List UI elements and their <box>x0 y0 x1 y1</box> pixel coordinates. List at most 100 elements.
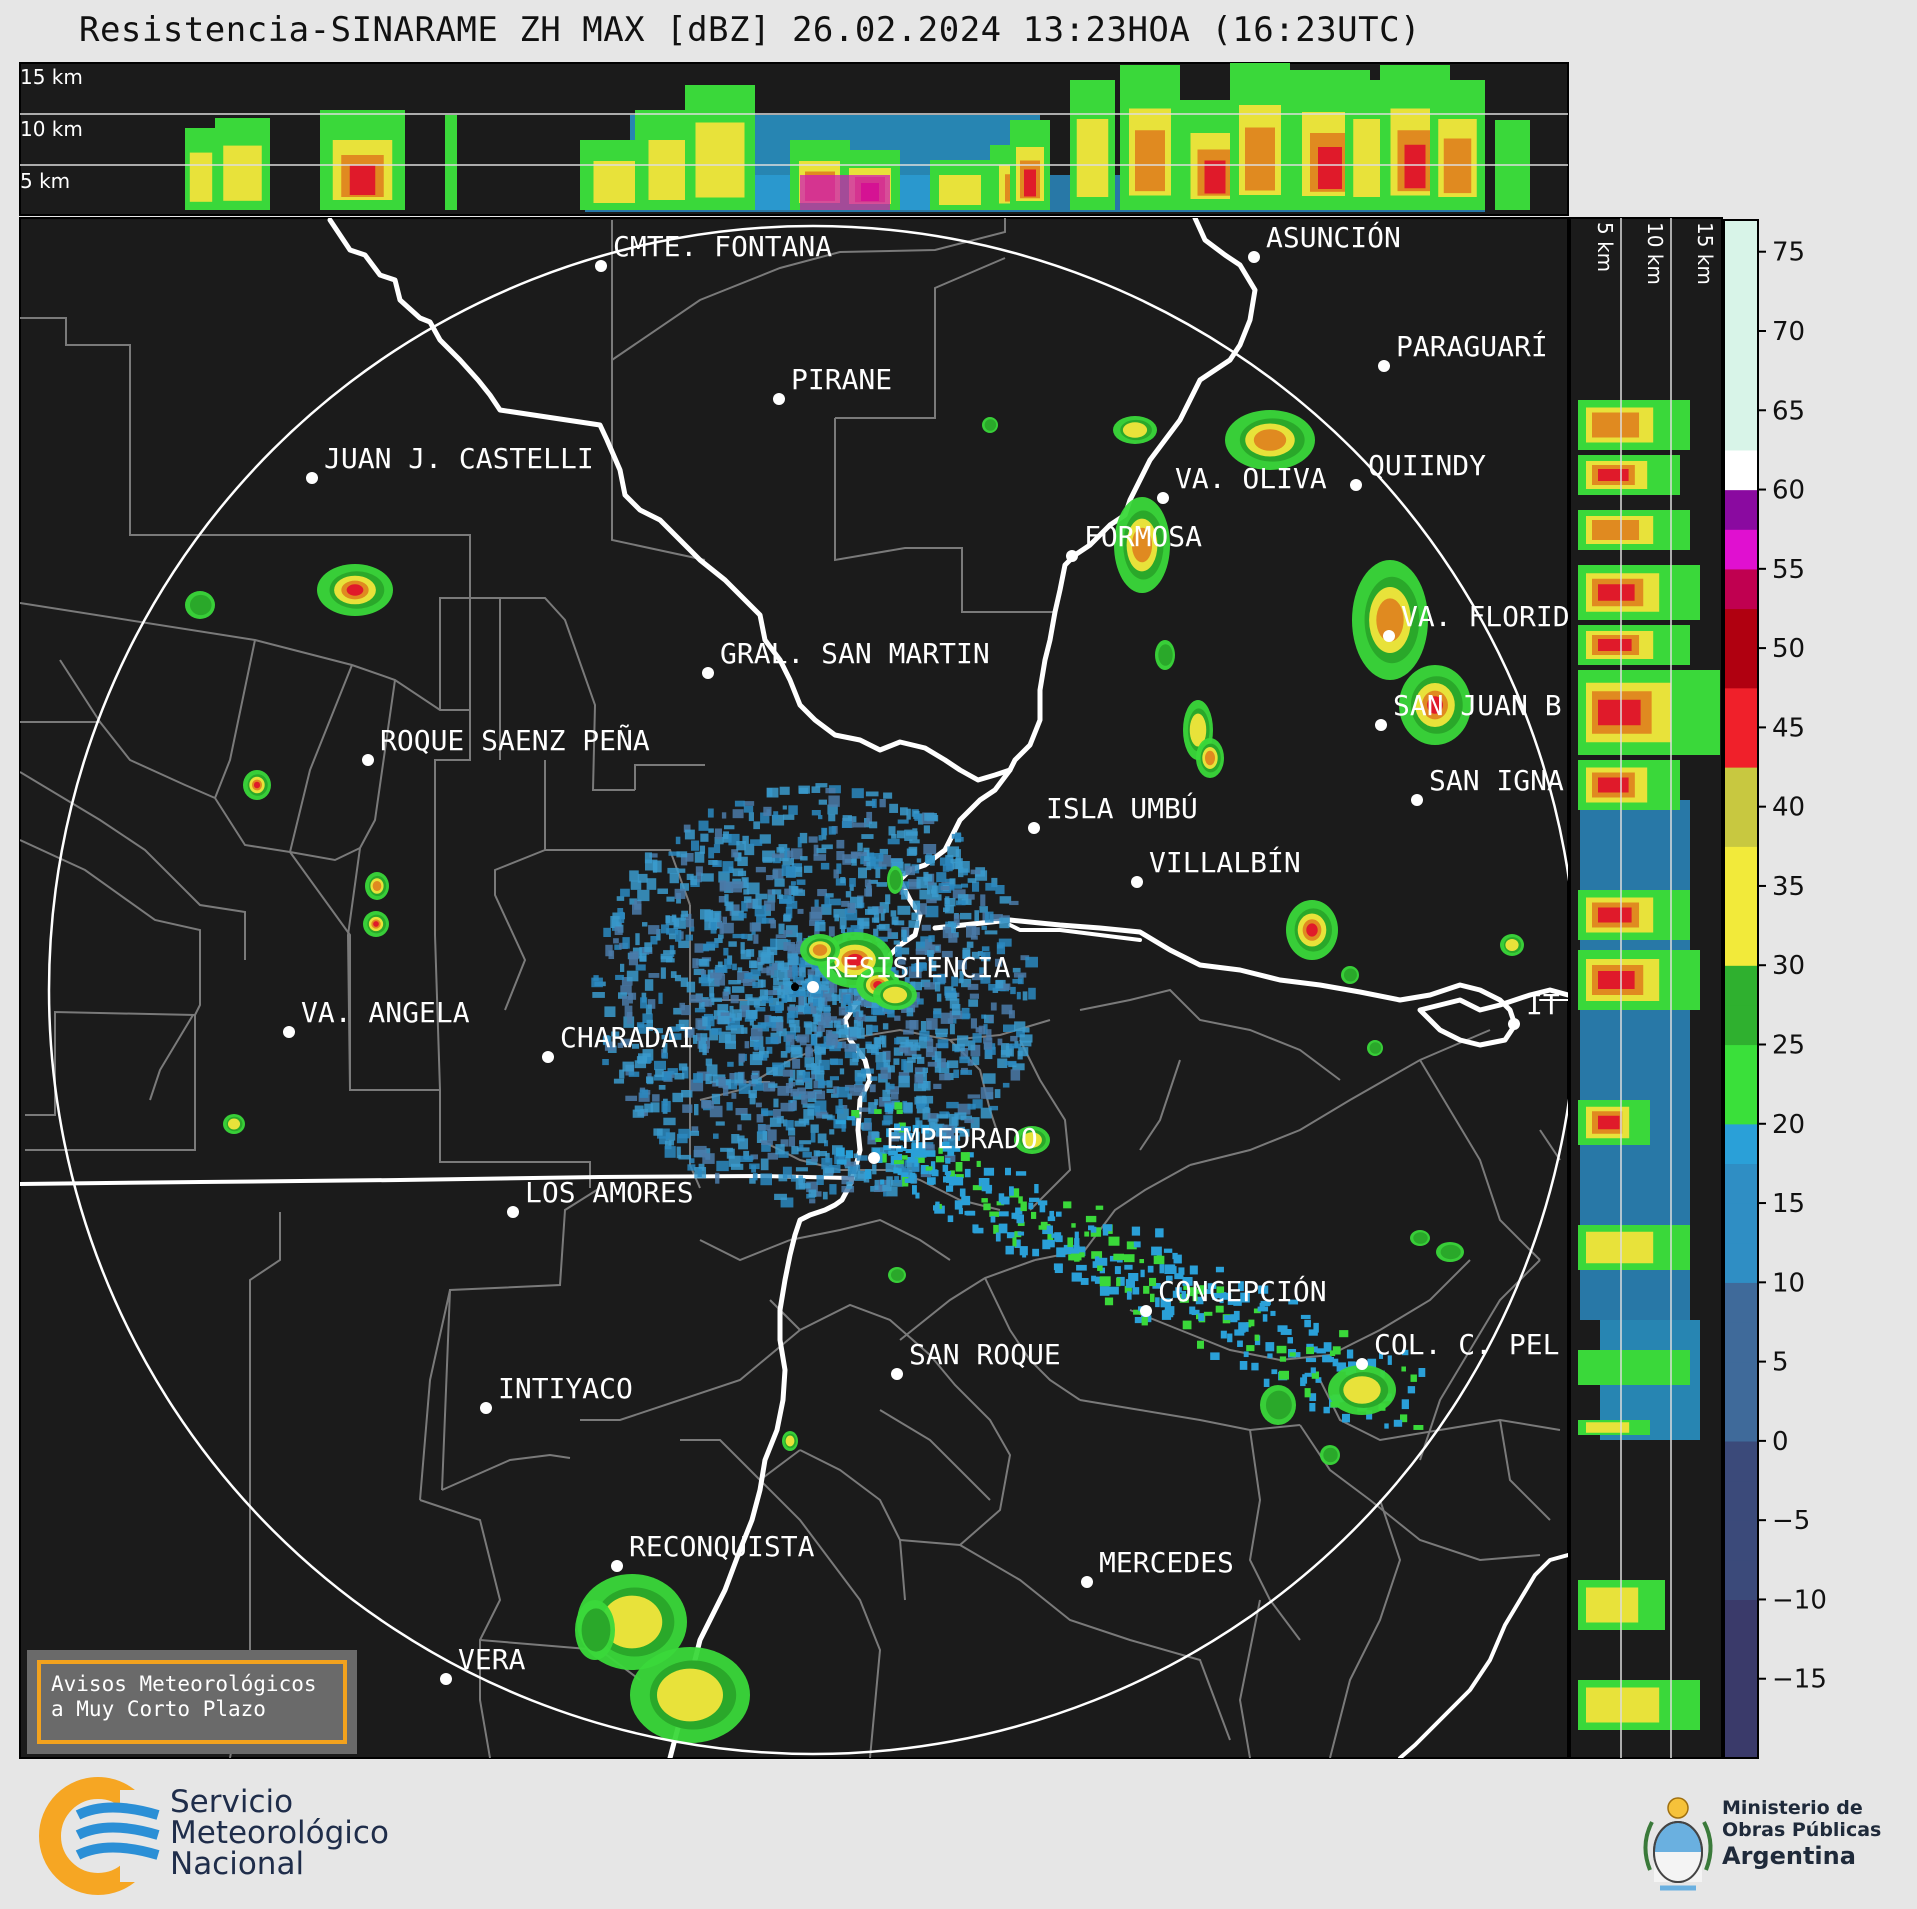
echo-pixel <box>885 894 891 905</box>
echo-pixel <box>718 934 724 939</box>
echo-pixel <box>845 891 852 898</box>
echo-pixel <box>959 970 964 983</box>
echo-pixel <box>655 1069 664 1078</box>
echo-pixel <box>912 828 918 840</box>
echo-pixel <box>1348 1361 1356 1371</box>
echo-pixel <box>842 1105 848 1110</box>
echo-pixel <box>894 1015 901 1021</box>
echo-pixel <box>738 913 747 919</box>
echo-pixel <box>747 933 753 941</box>
echo-pixel <box>1306 1346 1315 1355</box>
echo-pixel <box>700 833 709 842</box>
echo-pixel <box>995 980 1004 989</box>
echo-pixel <box>935 1156 944 1163</box>
colorbar-tick-label: 55 <box>1772 555 1805 585</box>
echo-pixel <box>661 1034 667 1040</box>
echo-pixel <box>916 858 922 863</box>
echo-pixel <box>926 1039 934 1049</box>
echo-pixel <box>742 979 756 986</box>
echo-pixel <box>815 1051 822 1064</box>
echo-pixel <box>610 916 621 928</box>
echo-pixel <box>905 831 918 836</box>
echo-pixel <box>870 853 884 862</box>
echo-pixel <box>805 1091 816 1099</box>
echo-pixel <box>887 1086 900 1095</box>
echo-pixel <box>817 1079 825 1089</box>
echo-pixel <box>692 958 699 969</box>
colorbar-band <box>1724 1044 1758 1085</box>
echo-pixel <box>827 994 840 1001</box>
echo-pixel <box>803 865 813 873</box>
colorbar-tick-label: 65 <box>1772 396 1805 426</box>
echo-pixel <box>882 1089 891 1102</box>
echo-pixel <box>766 947 778 956</box>
echo-pixel <box>671 914 677 922</box>
echo-pixel <box>923 871 929 882</box>
echo-pixel <box>783 983 794 995</box>
colorbar-tick-label: 0 <box>1772 1427 1789 1457</box>
echo-pixel <box>674 888 686 899</box>
echo-pixel <box>1251 1362 1259 1371</box>
colorbar-band <box>1724 1440 1758 1482</box>
echo-pixel <box>700 909 711 920</box>
echo-pixel <box>638 1024 648 1034</box>
echo-pixel <box>1132 1287 1140 1295</box>
echo-pixel <box>1056 1211 1062 1217</box>
city-dot <box>542 1051 554 1063</box>
echo-pixel <box>812 976 821 987</box>
echo-pixel <box>797 908 804 914</box>
echo-pixel <box>989 1105 999 1111</box>
echo-blob <box>601 1595 663 1649</box>
echo-pixel <box>879 1097 892 1107</box>
colorbar-tick-label: 50 <box>1772 634 1805 664</box>
echo-pixel <box>856 1155 868 1161</box>
echo-pixel <box>639 1089 649 1098</box>
echo-pixel <box>1336 1362 1347 1372</box>
echo-pixel <box>771 889 782 895</box>
echo-pixel <box>871 1002 883 1015</box>
echo-pixel <box>754 905 767 917</box>
echo-pixel <box>1116 1276 1125 1286</box>
echo-pixel <box>770 1085 776 1091</box>
echo-pixel <box>897 1168 902 1176</box>
echo-pixel <box>912 900 921 910</box>
echo-pixel <box>675 929 682 942</box>
avisos-line-1: Avisos Meteorológicos <box>51 1672 317 1696</box>
echo-pixel <box>887 838 900 845</box>
echo-pixel <box>662 1043 668 1053</box>
echo-pixel <box>901 929 907 941</box>
echo-pixel <box>849 985 859 995</box>
echo-pixel <box>795 1079 804 1086</box>
echo-pixel <box>1080 1278 1089 1285</box>
echo-pixel <box>874 1109 882 1115</box>
echo-pixel <box>818 997 825 1008</box>
echo-pixel <box>686 918 694 928</box>
echo-pixel <box>1042 1225 1053 1235</box>
echo-pixel <box>1199 1285 1206 1295</box>
echo-pixel <box>682 1066 689 1079</box>
avisos-button[interactable]: Avisos Meteorológicos a Muy Corto Plazo <box>27 1650 357 1754</box>
echo-pixel <box>766 1067 778 1076</box>
echo-pixel <box>740 942 745 954</box>
city-marker: JUAN J. CASTELLI <box>306 442 594 484</box>
echo-pixel <box>787 896 795 904</box>
echo-pixel <box>707 808 714 818</box>
echo-row <box>1598 971 1635 989</box>
echo-pixel <box>948 932 958 943</box>
echo-pixel <box>966 1210 976 1216</box>
echo-pixel <box>780 1197 794 1208</box>
echo-pixel <box>897 958 906 965</box>
echo-pixel <box>1012 967 1021 973</box>
echo-pixel <box>761 917 775 924</box>
echo-pixel <box>636 1022 645 1028</box>
echo-pixel <box>1233 1310 1240 1321</box>
echo-pixel <box>620 963 625 972</box>
echo-pixel <box>816 1175 824 1186</box>
echo-pixel <box>743 896 752 903</box>
echo-pixel <box>1020 1201 1027 1212</box>
echo-pixel <box>768 1083 778 1088</box>
echo-pixel <box>944 1171 952 1176</box>
colorbar-band <box>1724 965 1758 1006</box>
echo-pixel <box>774 1193 787 1200</box>
echo-blob <box>1440 1244 1461 1260</box>
